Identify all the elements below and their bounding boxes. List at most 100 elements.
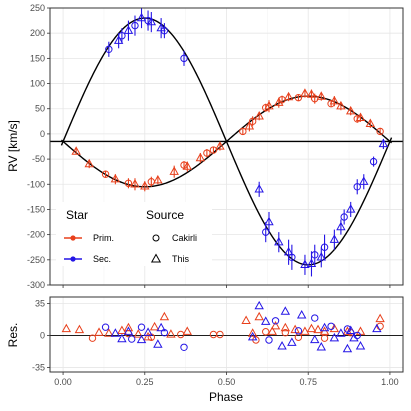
- rv-sec-cakirli-point-6: [262, 228, 270, 236]
- res-sec-cakirli-point-4: [180, 343, 188, 351]
- rv-prim-cakirli-point-0: [101, 170, 110, 178]
- rv-sec-cakirli-point-5: [180, 54, 188, 63]
- res-sec-cakirli-point-11: [353, 331, 361, 340]
- rv-prim-this-point-17: [316, 91, 327, 100]
- res-sec-this-point-4: [143, 327, 153, 336]
- rv-sec-this-point-8: [283, 246, 294, 256]
- rv-sec-this-point-4: [156, 22, 166, 32]
- rv-prim-this-point-12: [264, 100, 274, 110]
- res-prim-this-point-3: [104, 328, 114, 337]
- rv-sec-this-point-1: [123, 25, 134, 34]
- res-x-tick-label-4: 1.00: [381, 377, 399, 387]
- rv-prim-this-point-1: [84, 158, 94, 168]
- legend: Star Prim. Sec. Source Cakirli This: [56, 202, 212, 266]
- res-x-tick-label-2: 0.50: [218, 377, 236, 387]
- res-sec-this-point-15: [316, 341, 327, 351]
- res-prim-this-point-0: [61, 323, 72, 333]
- rv-prim-cakirli-point-14: [376, 127, 384, 136]
- rv-y-tick-label-2: -200: [27, 230, 45, 240]
- legend-sec-dot-key: [70, 256, 76, 262]
- rv-prim-cakirli-point-4: [203, 149, 211, 157]
- res-prim-this-point-21: [313, 324, 323, 334]
- rv-sec-cakirli-point-2: [131, 21, 139, 30]
- rv-prim-this-point-10: [244, 121, 255, 130]
- res-prim-this-point-10: [166, 329, 176, 338]
- res-prim-this-point-13: [247, 328, 258, 337]
- legend-cakirli-label: Cakirli: [172, 233, 197, 243]
- rv-prim-this-point-16: [306, 89, 317, 98]
- legend-this-label: This: [172, 254, 190, 264]
- rv-prim-cakirli-point-10: [294, 93, 303, 102]
- rv-sec-cakirli-point-0: [105, 45, 113, 53]
- res-prim-cakirli-point-7: [262, 328, 270, 336]
- res-prim-this-point-20: [306, 323, 317, 333]
- rv-prim-this-point-14: [283, 91, 294, 101]
- res-prim-this-point-5: [123, 322, 134, 332]
- res-prim-this-point-9: [159, 311, 170, 321]
- res-prim-this-point-11: [182, 326, 193, 335]
- rv-prim-this-point-6: [169, 166, 179, 175]
- legend-item-this: This: [150, 253, 190, 264]
- res-y-tick-label-2: 35: [35, 298, 45, 308]
- res-sec-this-point-3: [136, 334, 147, 344]
- legend-source-title: Source: [146, 208, 184, 222]
- rv-prim-this-point-3: [130, 178, 140, 188]
- rv-sec-this-point-11: [316, 251, 327, 261]
- res-sec-cakirli-point-8: [311, 314, 319, 322]
- rv-prim-this-point-22: [365, 118, 376, 127]
- residual-panel: -35 0 35 0.00 0.25 0.50 0.75 1.00 Res. Phase: [6, 296, 404, 404]
- res-sec-this-point-21: [349, 332, 359, 342]
- res-sec-this-point-22: [355, 341, 366, 350]
- rv-sec-cakirli-point-10: [340, 213, 348, 221]
- rv-sec-this-point-2: [136, 12, 147, 22]
- res-sec-this-point-19: [342, 343, 353, 353]
- res-prim-this-point-16: [270, 320, 281, 330]
- rv-y-tick-label-3: -150: [27, 204, 45, 214]
- legend-star-title: Star: [66, 208, 88, 222]
- rv-sec-this-point-7: [274, 236, 284, 246]
- rv-prim-this-point-5: [153, 174, 163, 184]
- res-sec-cakirli-point-1: [128, 335, 136, 343]
- res-prim-this-point-23: [329, 323, 340, 333]
- res-prim-this-point-26: [375, 313, 385, 323]
- rv-sec-this-point-3: [146, 16, 157, 26]
- rv-prim-cakirli-point-5: [209, 146, 218, 154]
- rv-panel: -300 -250 -200 -150 -100 -50 0 50 100 150 200 250 R…: [6, 3, 404, 290]
- res-sec-cakirli-point-5: [265, 336, 273, 344]
- res-prim-this-point-2: [94, 327, 104, 336]
- res-prim-cakirli-point-12: [376, 322, 384, 330]
- res-sec-this-point-17: [329, 332, 340, 342]
- legend-item-prim: Prim.: [64, 233, 114, 243]
- legend-prim-dot-key: [70, 235, 76, 241]
- res-prim-this-point-1: [74, 324, 85, 334]
- phase-x-tick-labels: 0.00 0.25 0.50 0.75 1.00: [54, 372, 399, 387]
- rv-model-curves: [60, 17, 393, 266]
- res-prim-this-point-14: [254, 311, 264, 321]
- res-sec-this-point-13: [296, 309, 307, 319]
- res-sec-cakirli-point-9: [327, 322, 335, 330]
- res-y-tick-label-1: 0: [40, 330, 45, 340]
- rv-sec-this-point-12: [329, 234, 340, 243]
- res-prim-cakirli-point-10: [320, 334, 329, 342]
- residual-data-points: [61, 300, 385, 353]
- res-prim-this-point-15: [267, 326, 277, 335]
- res-prim-this-point-7: [143, 331, 153, 341]
- res-sec-this-point-10: [277, 341, 287, 350]
- rv-sec-this-point-10: [306, 258, 317, 268]
- res-sec-cakirli-point-7: [294, 327, 303, 335]
- rv-panel-border: [49, 7, 404, 286]
- rv-sec-cakirli-point-11: [353, 183, 361, 191]
- rv-prim-cakirli-point-1: [124, 179, 133, 187]
- rv-y-tick-label-5: -50: [32, 154, 45, 164]
- rv-y-tick-label-8: 100: [30, 79, 45, 89]
- res-prim-this-point-18: [290, 324, 300, 334]
- rv-sec-this-point-16: [378, 138, 389, 148]
- rv-data-points: [71, 8, 389, 277]
- res-y-tick-label-0: -35: [32, 362, 45, 372]
- res-prim-cakirli-point-0: [88, 334, 97, 342]
- res-x-tick-label-0: 0.00: [54, 377, 72, 387]
- res-sec-this-point-12: [287, 337, 297, 346]
- rv-y-tick-label-6: 0: [40, 129, 45, 139]
- res-x-tick-label-3: 0.75: [299, 377, 317, 387]
